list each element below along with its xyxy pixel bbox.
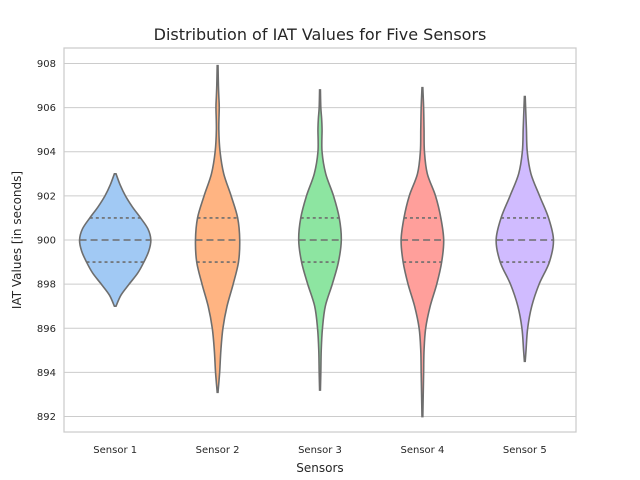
y-tick-label: 904 <box>37 147 56 158</box>
y-tick-label: 900 <box>37 236 56 247</box>
violin-4 <box>400 86 445 418</box>
y-tick-label: 908 <box>37 59 56 70</box>
y-tick-label: 902 <box>37 191 56 202</box>
y-tick-label: 898 <box>37 280 56 291</box>
x-tick-label: Sensor 3 <box>298 445 342 456</box>
violin-3 <box>297 89 343 391</box>
y-axis-ticks: 892 894 896 898 900 902 904 906 908 <box>37 59 56 423</box>
violin-5 <box>495 95 555 363</box>
y-tick-label: 894 <box>37 368 56 379</box>
violin-1 <box>78 172 152 308</box>
x-axis-label: Sensors <box>296 461 343 475</box>
x-tick-label: Sensor 1 <box>93 445 137 456</box>
x-tick-label: Sensor 2 <box>196 445 240 456</box>
chart-title: Distribution of IAT Values for Five Sens… <box>154 25 487 44</box>
y-tick-label: 906 <box>37 103 56 114</box>
violin-2 <box>194 64 241 394</box>
violins <box>78 64 555 418</box>
y-axis-label: IAT Values [in seconds] <box>10 171 24 309</box>
violin-body <box>194 64 241 394</box>
y-tick-label: 896 <box>37 324 56 335</box>
x-axis-ticks: Sensor 1 Sensor 2 Sensor 3 Sensor 4 Sensor 5 <box>93 445 546 456</box>
violin-body <box>400 86 445 418</box>
y-tick-label: 892 <box>37 412 56 423</box>
x-tick-label: Sensor 4 <box>400 445 444 456</box>
plot-frame <box>63 47 577 433</box>
violin-body <box>297 89 343 391</box>
x-tick-label: Sensor 5 <box>503 445 547 456</box>
violin-body <box>495 95 555 363</box>
